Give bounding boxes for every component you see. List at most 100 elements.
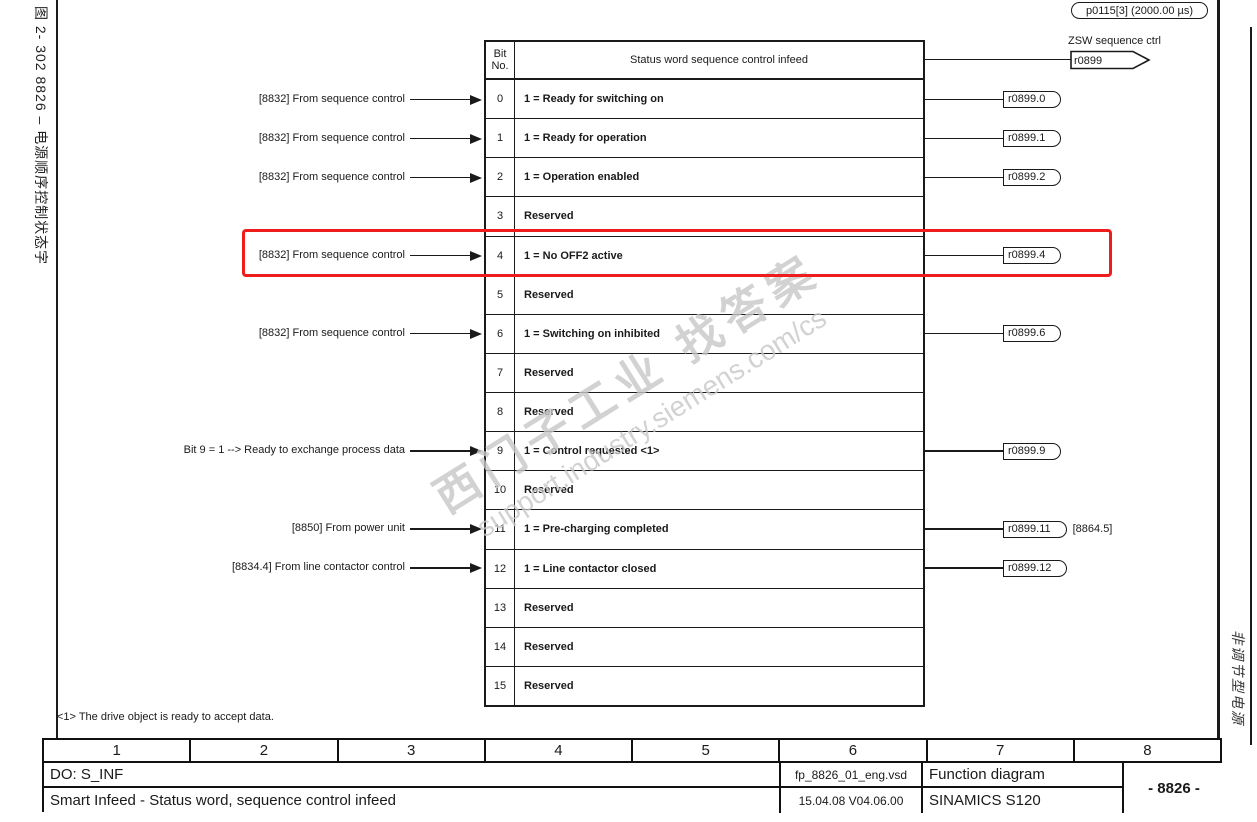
bit-label-cell: 1 = Ready for switching on <box>524 93 664 106</box>
output-group: r0899.1 <box>1003 130 1062 148</box>
input-arrow-icon <box>470 563 482 574</box>
bit-row: 6 1 = Switching on inhibited <box>486 314 923 354</box>
input-arrow-icon <box>470 133 482 144</box>
zsw-param-arrow-tag: r0899 <box>1070 50 1151 70</box>
output-connector-line <box>925 332 1003 335</box>
sampling-time-value: p0115[3] (2000.00 µs) <box>1085 4 1194 17</box>
zsw-output-label: ZSW sequence ctrl <box>1068 35 1161 47</box>
output-param-tag: r0899.2 <box>1003 169 1062 187</box>
frame-right-border <box>1217 0 1220 812</box>
output-connector-line <box>925 528 1003 530</box>
output-group: r0899.12 <box>1003 559 1068 577</box>
output-group: r0899.4 <box>1003 247 1062 265</box>
output-param-tag: r0899.9 <box>1003 442 1062 460</box>
bit-row: 1 1 = Ready for operation <box>486 119 923 159</box>
footer-column-number: 5 <box>633 740 781 763</box>
footer-column-number: 7 <box>927 740 1075 763</box>
input-arrow-icon <box>470 250 482 261</box>
output-connector-line <box>925 137 1003 140</box>
bit-row: 10 Reserved <box>486 471 923 511</box>
input-source-label: [8832] From sequence control <box>258 170 405 183</box>
bit-number-cell: 2 <box>486 158 515 197</box>
input-connector-line <box>410 528 471 530</box>
bit-number-cell: 7 <box>486 353 515 392</box>
output-group: r0899.2 <box>1003 169 1062 187</box>
input-connector-line <box>410 254 471 257</box>
bit-number-cell: 6 <box>486 314 515 353</box>
bit-number-cell: 0 <box>486 80 515 119</box>
input-arrow-icon <box>470 446 482 457</box>
input-source-label: [8834.4] From line contactor control <box>231 561 405 574</box>
footer-doc-type-cell: Function diagram <box>923 763 1124 788</box>
output-group: r0899.11 [8864.5] <box>1003 520 1112 538</box>
bit-row: 15 Reserved <box>486 666 923 705</box>
input-arrow-icon <box>470 172 482 183</box>
bit-row: 5 Reserved <box>486 275 923 315</box>
bit-row: 3 Reserved <box>486 197 923 237</box>
input-connector-line <box>410 137 471 140</box>
output-connector-line <box>925 254 1003 257</box>
bit-row: 12 1 = Line contactor closed <box>486 549 923 589</box>
footer-page-number-cell: - 8826 - <box>1124 763 1224 813</box>
bit-label-cell: Reserved <box>524 679 574 692</box>
output-connector-line <box>925 176 1003 179</box>
footer-column-number: 3 <box>338 740 486 763</box>
output-group: r0899.0 <box>1003 91 1062 108</box>
bit-number-cell: 13 <box>486 588 515 627</box>
bit-number-cell: 11 <box>486 510 515 549</box>
status-word-bit-table: Bit No. Status word sequence control inf… <box>484 40 925 707</box>
bit-number-cell: 14 <box>486 627 515 666</box>
bit-number-cell: 9 <box>486 432 515 471</box>
output-group: r0899.6 <box>1003 325 1062 343</box>
bit-label-cell: 1 = No OFF2 active <box>524 249 623 262</box>
bit-number-cell: 1 <box>486 119 515 158</box>
footer-product-cell: SINAMICS S120 <box>923 788 1124 813</box>
left-sidebar-caption: 图 2- 302 8826 – 电源顺序控制状态字 <box>33 6 49 266</box>
bit-row: 9 1 = Control requested <1> <box>486 432 923 472</box>
page-edge-line <box>1250 27 1252 745</box>
bit-number-cell: 10 <box>486 471 515 510</box>
bit-table-rows: 0 1 = Ready for switching on 1 1 = Ready fo… <box>486 80 923 705</box>
bit-label-cell: Reserved <box>524 406 574 419</box>
output-param-tag: r0899.6 <box>1003 325 1062 343</box>
input-connector-line <box>410 176 471 179</box>
bit-row: 0 1 = Ready for switching on <box>486 80 923 120</box>
input-connector-line <box>410 567 471 569</box>
input-source-label: [8832] From sequence control <box>258 131 405 144</box>
input-connector-line <box>410 98 471 100</box>
footer-column-number: 8 <box>1074 740 1220 763</box>
sampling-time-pill: p0115[3] (2000.00 µs) <box>1071 2 1208 19</box>
bit-label-cell: Reserved <box>524 484 574 497</box>
bit-label-cell: 1 = Line contactor closed <box>524 562 657 575</box>
bit-number-cell: 15 <box>486 666 515 705</box>
bit-label-cell: Reserved <box>524 288 574 301</box>
footer-column-number: 2 <box>191 740 339 763</box>
input-source-label: [8832] From sequence control <box>258 248 405 261</box>
output-connector-line <box>925 98 1003 100</box>
footer-column-number: 4 <box>485 740 633 763</box>
bit-label-cell: 1 = Ready for operation <box>524 132 647 145</box>
input-connector-line <box>410 450 471 452</box>
input-arrow-icon <box>470 328 482 339</box>
bit-number-cell: 5 <box>486 275 515 314</box>
output-connector-line <box>925 450 1003 452</box>
bit-no-header: Bit No. <box>486 42 515 78</box>
footer-title-cell: Smart Infeed - Status word, sequence con… <box>44 788 781 813</box>
bit-row: 14 Reserved <box>486 627 923 667</box>
input-source-label: [8850] From power unit <box>291 522 405 535</box>
input-arrow-icon <box>470 524 482 535</box>
bit-label-cell: Reserved <box>524 601 574 614</box>
bit-number-cell: 3 <box>486 197 515 236</box>
input-source-label: Bit 9 = 1 --> Ready to exchange process … <box>183 444 405 457</box>
bit-row: 13 Reserved <box>486 588 923 628</box>
table-title: Status word sequence control infeed <box>630 54 808 66</box>
footnote: <1> The drive object is ready to accept … <box>57 711 274 723</box>
bit-number-cell: 8 <box>486 393 515 432</box>
bit-number-cell: 12 <box>486 549 515 588</box>
bit-table-header: Bit No. Status word sequence control inf… <box>486 42 923 80</box>
bit-row: 8 Reserved <box>486 393 923 433</box>
input-source-label: [8832] From sequence control <box>258 326 405 339</box>
